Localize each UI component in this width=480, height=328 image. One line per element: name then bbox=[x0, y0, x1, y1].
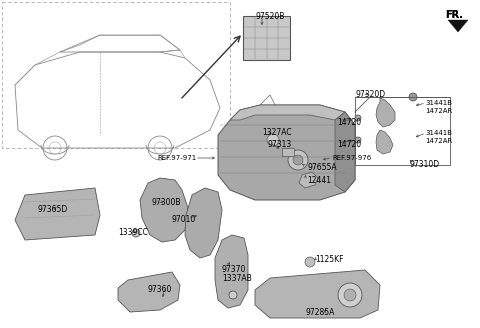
Circle shape bbox=[229, 291, 237, 299]
Text: FR.: FR. bbox=[445, 10, 463, 20]
Bar bbox=[355, 97, 450, 165]
Text: 97300B: 97300B bbox=[152, 198, 181, 207]
Text: 97313: 97313 bbox=[268, 140, 292, 149]
Text: 97365D: 97365D bbox=[38, 205, 68, 214]
Circle shape bbox=[293, 155, 303, 165]
Circle shape bbox=[305, 257, 315, 267]
Circle shape bbox=[338, 283, 362, 307]
Polygon shape bbox=[185, 188, 222, 258]
Polygon shape bbox=[15, 188, 100, 240]
Text: 1472AR: 1472AR bbox=[425, 108, 452, 114]
Polygon shape bbox=[230, 105, 345, 120]
Circle shape bbox=[267, 134, 279, 146]
Circle shape bbox=[344, 289, 356, 301]
Text: 1327AC: 1327AC bbox=[262, 128, 292, 137]
Polygon shape bbox=[376, 98, 395, 127]
Bar bbox=[2, 2, 230, 148]
Bar bbox=[243, 16, 290, 60]
Text: 1339CC: 1339CC bbox=[118, 228, 148, 237]
Circle shape bbox=[132, 229, 140, 237]
Text: 14720: 14720 bbox=[337, 118, 361, 127]
Circle shape bbox=[409, 93, 417, 101]
Bar bbox=[282, 148, 294, 156]
Text: 1472AR: 1472AR bbox=[425, 138, 452, 144]
Circle shape bbox=[288, 150, 308, 170]
Polygon shape bbox=[255, 270, 380, 318]
Text: 97320D: 97320D bbox=[355, 90, 385, 99]
Text: 97010: 97010 bbox=[172, 215, 196, 224]
Text: 97655A: 97655A bbox=[308, 163, 337, 172]
Polygon shape bbox=[215, 235, 248, 308]
Polygon shape bbox=[335, 112, 355, 192]
Polygon shape bbox=[140, 178, 188, 242]
Circle shape bbox=[355, 115, 361, 121]
Text: 97310D: 97310D bbox=[410, 160, 440, 169]
Text: 97370: 97370 bbox=[222, 265, 246, 274]
Text: 31441B: 31441B bbox=[425, 100, 452, 106]
Polygon shape bbox=[299, 172, 318, 188]
Text: REF.97-971: REF.97-971 bbox=[157, 155, 196, 161]
Text: 1337AB: 1337AB bbox=[222, 274, 252, 283]
Text: 97360: 97360 bbox=[148, 285, 172, 294]
Text: 12441: 12441 bbox=[307, 176, 331, 185]
Text: FR.: FR. bbox=[445, 10, 463, 20]
Polygon shape bbox=[376, 130, 393, 154]
Text: 31441B: 31441B bbox=[425, 130, 452, 136]
Text: 97285A: 97285A bbox=[305, 308, 335, 317]
Text: 97520B: 97520B bbox=[255, 12, 284, 21]
Text: 1125KF: 1125KF bbox=[315, 255, 344, 264]
Polygon shape bbox=[118, 272, 180, 312]
Text: 14720: 14720 bbox=[337, 140, 361, 149]
Circle shape bbox=[355, 137, 361, 143]
Text: REF.97-976: REF.97-976 bbox=[332, 155, 371, 161]
Polygon shape bbox=[448, 20, 468, 32]
Polygon shape bbox=[218, 105, 355, 200]
